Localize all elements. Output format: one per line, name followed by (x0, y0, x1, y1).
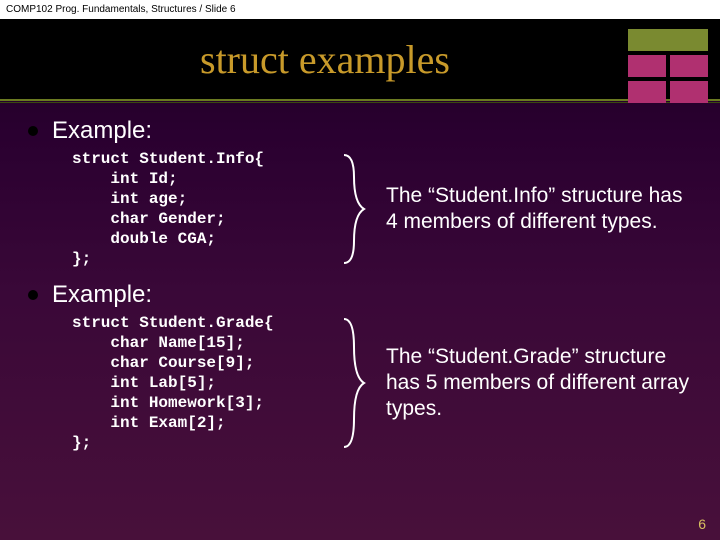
bullet-icon (28, 290, 38, 300)
code-block-1: struct Student.Info{ int Id; int age; ch… (28, 149, 338, 269)
content-area: Example: struct Student.Info{ int Id; in… (0, 103, 720, 453)
brace-col-2 (338, 313, 368, 453)
example-head-2: Example: (28, 281, 692, 309)
title-underline-1 (0, 99, 720, 101)
example-body-1: struct Student.Info{ int Id; int age; ch… (28, 149, 692, 269)
example-block-2: Example: struct Student.Grade{ char Name… (28, 281, 692, 453)
corner-box-pink (670, 55, 708, 77)
explain-text-1: The “Student.Info” structure has 4 membe… (368, 183, 692, 236)
title-band: struct examples (0, 19, 720, 99)
slide-number: 6 (698, 516, 706, 532)
brace-col-1 (338, 149, 368, 269)
corner-box-pink (628, 55, 666, 77)
slide-header: COMP102 Prog. Fundamentals, Structures /… (0, 0, 720, 19)
corner-box-pink (670, 81, 708, 103)
bullet-icon (28, 126, 38, 136)
example-head-1: Example: (28, 117, 692, 145)
example-body-2: struct Student.Grade{ char Name[15]; cha… (28, 313, 692, 453)
explain-text-2: The “Student.Grade” structure has 5 memb… (368, 344, 692, 423)
curly-brace-icon (338, 149, 368, 269)
example-block-1: Example: struct Student.Info{ int Id; in… (28, 117, 692, 269)
example-label: Example: (52, 117, 152, 145)
corner-decoration (628, 29, 708, 103)
breadcrumb: COMP102 Prog. Fundamentals, Structures /… (6, 4, 236, 15)
example-label: Example: (52, 281, 152, 309)
corner-box-olive (628, 29, 708, 51)
code-block-2: struct Student.Grade{ char Name[15]; cha… (28, 313, 338, 453)
corner-box-pink (628, 81, 666, 103)
curly-brace-icon (338, 313, 368, 453)
slide-title: struct examples (200, 36, 450, 83)
